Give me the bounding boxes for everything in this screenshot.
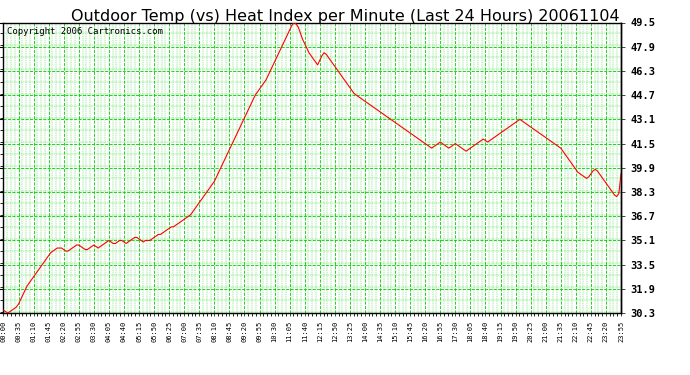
Text: Copyright 2006 Cartronics.com: Copyright 2006 Cartronics.com [6, 27, 162, 36]
Text: Outdoor Temp (vs) Heat Index per Minute (Last 24 Hours) 20061104: Outdoor Temp (vs) Heat Index per Minute … [70, 9, 620, 24]
